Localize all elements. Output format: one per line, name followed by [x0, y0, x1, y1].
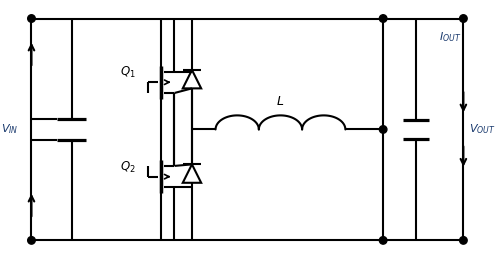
- Text: $V_{OUT}$: $V_{OUT}$: [469, 123, 496, 136]
- Text: $Q_1$: $Q_1$: [120, 65, 135, 80]
- Text: $I_{OUT}$: $I_{OUT}$: [439, 30, 461, 44]
- Text: $V_{IN}$: $V_{IN}$: [1, 123, 18, 136]
- Text: $Q_2$: $Q_2$: [120, 160, 135, 175]
- Circle shape: [460, 237, 467, 244]
- Circle shape: [379, 237, 387, 244]
- Circle shape: [27, 15, 35, 22]
- Text: $L$: $L$: [276, 95, 284, 108]
- Circle shape: [460, 15, 467, 22]
- Circle shape: [379, 15, 387, 22]
- Circle shape: [27, 237, 35, 244]
- Circle shape: [379, 126, 387, 133]
